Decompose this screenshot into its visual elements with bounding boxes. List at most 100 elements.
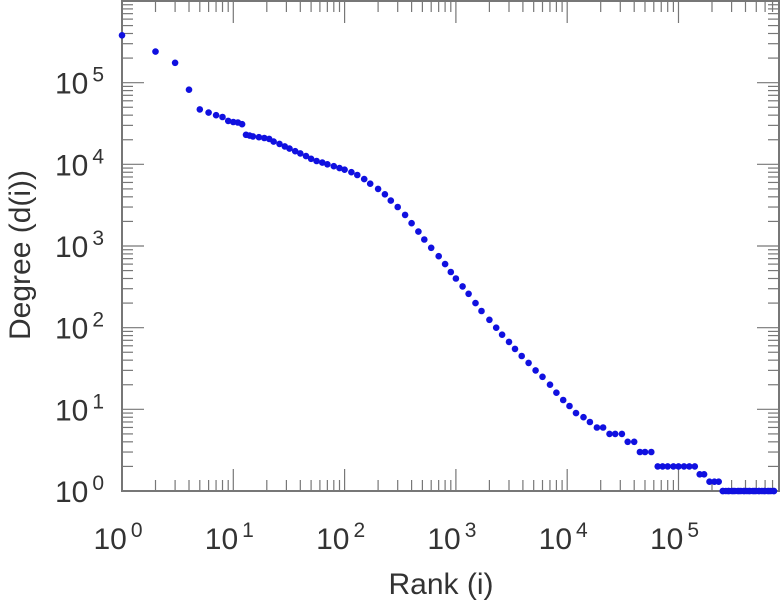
data-point bbox=[566, 402, 573, 410]
data-point bbox=[302, 152, 310, 160]
data-point bbox=[354, 171, 361, 179]
data-point bbox=[670, 463, 677, 470]
data-point bbox=[324, 161, 331, 168]
y-tick-label: 10 0 bbox=[55, 472, 104, 509]
data-point bbox=[580, 413, 587, 421]
x-tick-label: 10 2 bbox=[316, 519, 365, 556]
data-point bbox=[659, 463, 666, 470]
data-point bbox=[374, 185, 382, 193]
data-point bbox=[415, 228, 422, 235]
data-point bbox=[341, 166, 348, 173]
data-point bbox=[452, 275, 460, 282]
data-point bbox=[387, 197, 395, 204]
data-point bbox=[291, 147, 299, 155]
data-point bbox=[276, 140, 283, 148]
data-point bbox=[459, 283, 466, 290]
data-point bbox=[539, 373, 546, 381]
x-tick-label: 10 3 bbox=[427, 519, 476, 556]
data-point bbox=[447, 268, 455, 276]
data-point bbox=[297, 150, 304, 157]
y-axis-label: Degree (d(i)) bbox=[4, 170, 37, 340]
data-point bbox=[238, 120, 246, 128]
data-point bbox=[171, 59, 179, 67]
data-point bbox=[675, 463, 682, 470]
data-point bbox=[636, 448, 644, 456]
data-point bbox=[532, 367, 539, 374]
data-point bbox=[219, 113, 226, 121]
data-point bbox=[505, 338, 513, 346]
data-point bbox=[435, 252, 443, 260]
data-point bbox=[706, 478, 713, 486]
data-point bbox=[394, 203, 402, 211]
data-point bbox=[486, 316, 493, 324]
data-point bbox=[366, 180, 374, 187]
data-point bbox=[441, 260, 449, 268]
y-tick-label: 10 1 bbox=[55, 390, 104, 427]
data-point bbox=[465, 290, 472, 298]
data-point bbox=[606, 430, 613, 438]
data-point bbox=[205, 109, 212, 116]
data-point bbox=[593, 424, 601, 431]
data-point bbox=[492, 324, 500, 332]
data-point bbox=[212, 111, 220, 119]
data-point bbox=[686, 463, 693, 470]
y-tick-label: 10 5 bbox=[55, 64, 104, 101]
y-tick-label: 10 4 bbox=[55, 145, 104, 182]
data-point bbox=[559, 396, 567, 404]
data-point bbox=[319, 159, 326, 166]
plot-frame bbox=[121, 0, 780, 492]
data-point bbox=[408, 219, 415, 227]
plot-border bbox=[121, 0, 780, 492]
data-point bbox=[770, 487, 778, 495]
x-tick-label: 10 4 bbox=[539, 519, 588, 556]
data-point bbox=[586, 418, 594, 426]
data-point bbox=[330, 162, 338, 170]
data-point bbox=[715, 478, 722, 486]
x-tick-label: 10 5 bbox=[650, 519, 699, 556]
data-point bbox=[336, 164, 343, 172]
data-point bbox=[472, 299, 479, 307]
y-tick-label: 10 3 bbox=[55, 227, 104, 264]
data-point bbox=[630, 438, 638, 446]
data-point bbox=[599, 424, 607, 431]
data-point bbox=[648, 448, 655, 456]
axis-ticks bbox=[121, 1, 780, 492]
data-point bbox=[261, 134, 268, 142]
x-tick-labels: 10 0 10 1 10 2 10 3 10 4 10 5 bbox=[93, 519, 699, 556]
data-point bbox=[478, 307, 485, 315]
data-point bbox=[185, 86, 193, 93]
data-point bbox=[224, 117, 232, 125]
data-point bbox=[700, 471, 708, 478]
data-point bbox=[249, 133, 257, 140]
data-point bbox=[664, 463, 671, 470]
data-point bbox=[511, 345, 519, 353]
data-point bbox=[427, 244, 435, 252]
data-point bbox=[518, 352, 525, 360]
data-point bbox=[360, 175, 368, 183]
data-points bbox=[118, 32, 778, 495]
x-tick-label: 10 0 bbox=[93, 519, 142, 556]
data-point bbox=[381, 191, 389, 198]
data-point bbox=[286, 145, 293, 152]
y-tick-label: 10 2 bbox=[55, 309, 104, 346]
data-point bbox=[691, 463, 699, 470]
data-point bbox=[196, 106, 204, 113]
data-point bbox=[118, 32, 126, 39]
data-point bbox=[313, 157, 320, 165]
data-point bbox=[255, 133, 263, 141]
data-point bbox=[525, 359, 532, 367]
data-point bbox=[641, 448, 649, 456]
data-point bbox=[348, 168, 355, 176]
data-point bbox=[611, 430, 619, 438]
x-axis-label: Rank (i) bbox=[388, 568, 493, 600]
data-point bbox=[572, 409, 580, 417]
data-point bbox=[498, 331, 506, 339]
data-point bbox=[618, 430, 626, 438]
data-point bbox=[152, 48, 159, 55]
data-point bbox=[624, 438, 631, 446]
x-tick-label: 10 1 bbox=[205, 519, 254, 556]
data-point bbox=[270, 138, 277, 145]
data-point bbox=[553, 389, 560, 397]
